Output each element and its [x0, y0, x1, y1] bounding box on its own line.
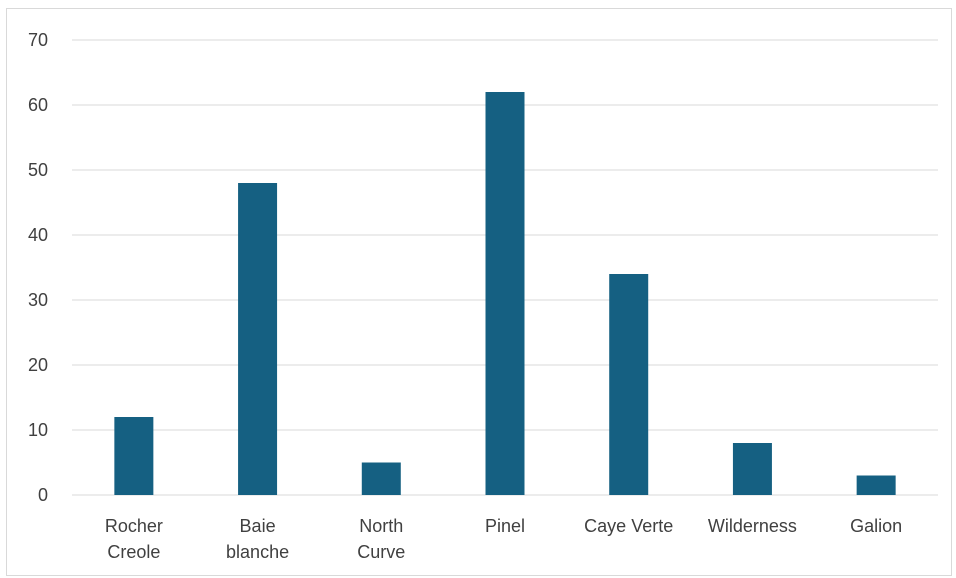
- bar: [114, 417, 154, 495]
- y-axis-tick-labels: 0 10 20 30 40 50 60 70: [28, 30, 48, 505]
- bar: [609, 274, 649, 495]
- x-tick-label: Pinel: [485, 516, 525, 536]
- bars: [114, 92, 896, 495]
- x-tick-label-line: Curve: [357, 542, 405, 562]
- x-tick-label-line: Caye Verte: [584, 516, 673, 536]
- bar: [238, 183, 278, 495]
- bar: [856, 475, 896, 495]
- y-tick-label: 40: [28, 225, 48, 245]
- x-tick-label-line: Creole: [107, 542, 160, 562]
- y-tick-label: 30: [28, 290, 48, 310]
- x-tick-label: Wilderness: [708, 516, 797, 536]
- y-tick-label: 60: [28, 95, 48, 115]
- x-tick-label-line: Rocher: [105, 516, 163, 536]
- bar: [485, 92, 525, 495]
- chart-frame: [6, 8, 952, 576]
- x-tick-label: North Curve: [357, 516, 405, 562]
- y-tick-label: 10: [28, 420, 48, 440]
- y-tick-label: 0: [38, 485, 48, 505]
- x-tick-label-line: Baie: [240, 516, 276, 536]
- x-tick-label-line: Wilderness: [708, 516, 797, 536]
- y-tick-label: 20: [28, 355, 48, 375]
- x-tick-label: Caye Verte: [584, 516, 673, 536]
- x-tick-label: Rocher Creole: [105, 516, 163, 562]
- x-tick-label-line: Pinel: [485, 516, 525, 536]
- x-tick-label: Baie blanche: [226, 516, 289, 562]
- y-tick-label: 50: [28, 160, 48, 180]
- x-axis-tick-labels: Rocher Creole Baie blanche North Curve Pinel Ca…: [105, 516, 902, 562]
- x-tick-label: Galion: [850, 516, 902, 536]
- bar: [361, 462, 401, 495]
- bar: [732, 443, 772, 495]
- y-tick-label: 70: [28, 30, 48, 50]
- x-tick-label-line: blanche: [226, 542, 289, 562]
- x-tick-label-line: Galion: [850, 516, 902, 536]
- x-tick-label-line: North: [359, 516, 403, 536]
